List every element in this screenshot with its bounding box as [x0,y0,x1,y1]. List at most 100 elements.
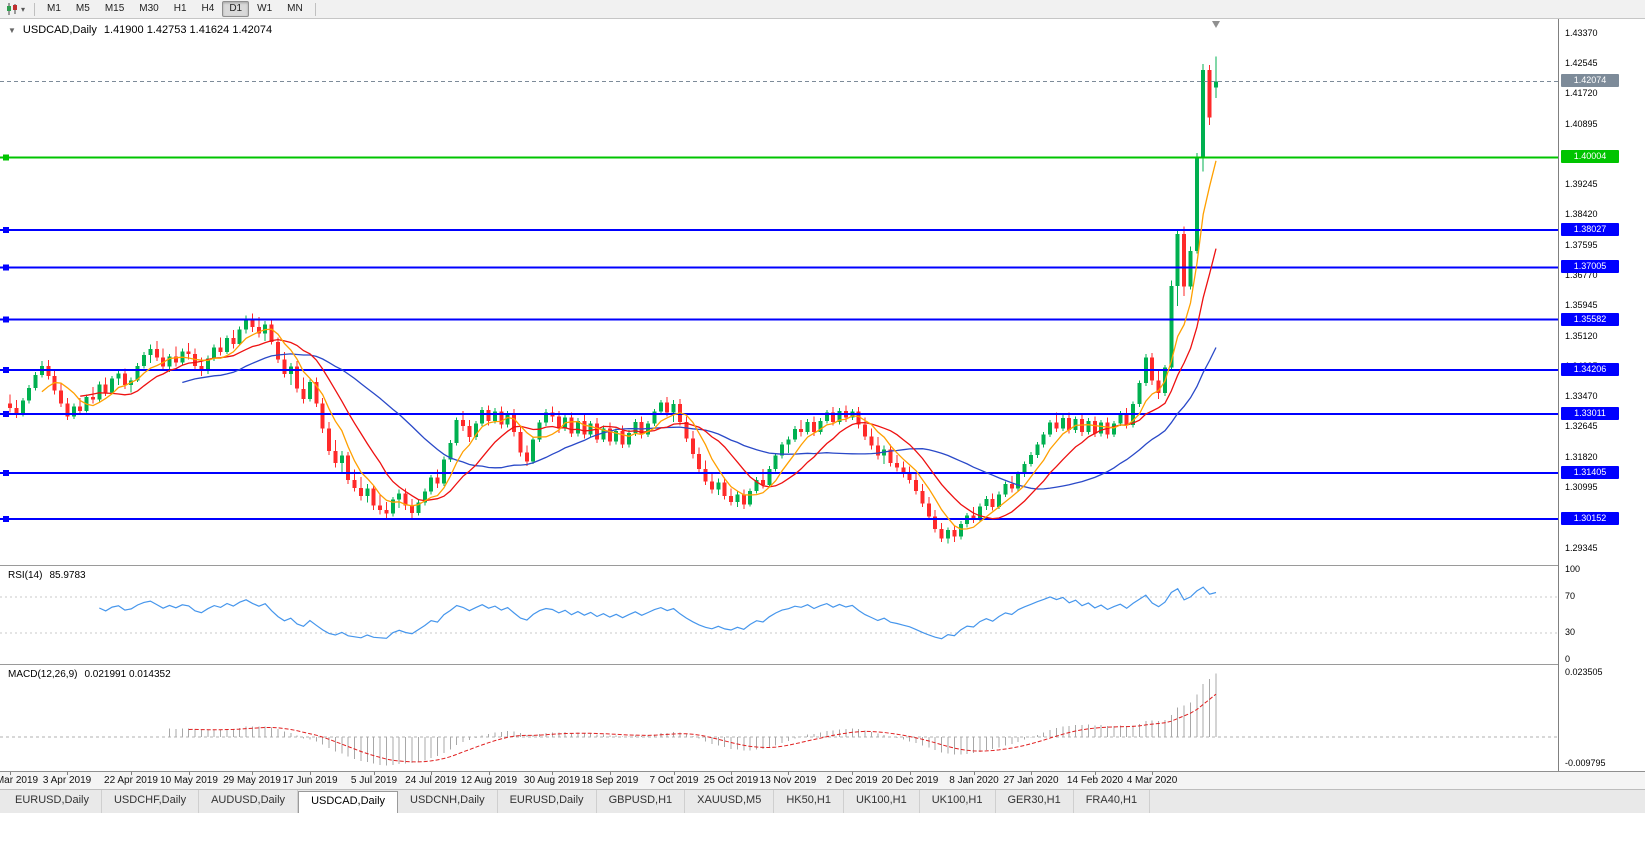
date-label: 7 Oct 2019 [649,775,699,786]
timeframe-button-w1[interactable]: W1 [257,3,273,14]
collapse-icon[interactable]: ▼ [8,25,16,35]
date-label: 12 Aug 2019 [460,775,518,786]
hline-price-badge: 1.33011 [1561,407,1619,420]
chart-tab-uk100-h1[interactable]: UK100,H1 [844,790,920,813]
toolbar-separator [34,2,36,16]
chart-tab-eurusd-daily[interactable]: EURUSD,Daily [498,790,597,813]
time-tick [788,772,789,775]
chart-tab-usdcnh-daily[interactable]: USDCNH,Daily [398,790,498,813]
price-tick: 1.42545 [1565,58,1598,68]
price-tick: 1.37595 [1565,240,1598,250]
rsi-line [0,586,1558,640]
date-label: 5 Jul 2019 [350,775,398,786]
time-tick [1031,772,1032,775]
down-candle-bodies [8,70,1212,539]
chart-type-icon[interactable] [5,3,19,15]
time-tick [489,772,490,775]
status-bar [0,813,1645,848]
chart-title: ▼ USDCAD,Daily 1.41900 1.42753 1.41624 1… [8,24,272,36]
chart-tab-usdcad-daily[interactable]: USDCAD,Daily [298,791,399,813]
macd-name: MACD(12,26,9) [8,669,78,680]
price-tick: 1.35945 [1565,300,1598,310]
price-tick: 1.38420 [1565,209,1598,219]
price-tick: 1.41720 [1565,88,1598,98]
date-label: 17 Jun 2019 [282,775,338,786]
chart-tab-hk50-h1[interactable]: HK50,H1 [774,790,844,813]
timeframe-button-h1[interactable]: H1 [173,3,187,14]
timeframe-button-m1[interactable]: M1 [47,3,61,14]
price-tick: 1.32645 [1565,421,1598,431]
chart-type-dropdown-icon[interactable]: ▾ [21,4,26,14]
rsi-value: 85.9783 [49,570,86,581]
time-tick [131,772,132,775]
time-tick [910,772,911,775]
price-tick: 1.33470 [1565,391,1598,401]
hline-price-badge: 1.31405 [1561,466,1619,479]
timeframe-button-h4[interactable]: H4 [201,3,215,14]
time-tick [10,772,11,775]
macd-tick: 0.023505 [1565,667,1603,677]
chart-tab-eurusd-daily[interactable]: EURUSD,Daily [3,790,102,813]
date-label: 13 Nov 2019 [759,775,817,786]
rsi-canvas[interactable] [0,566,1558,664]
macd-histogram [169,673,1217,766]
price-chart-canvas[interactable] [0,19,1558,565]
price-tick: 1.30995 [1565,482,1598,492]
price-tick: 1.40895 [1565,119,1598,129]
date-label: 29 May 2019 [223,775,281,786]
date-label: 15 Mar 2019 [0,775,39,786]
chart-tab-xauusd-m5[interactable]: XAUUSD,M5 [685,790,775,813]
date-label: 24 Jul 2019 [405,775,457,786]
timeframe-button-m30[interactable]: M30 [139,3,159,14]
date-label: 10 May 2019 [160,775,218,786]
chart-tab-uk100-h1[interactable]: UK100,H1 [920,790,996,813]
rsi-tick: 70 [1565,591,1576,601]
hline-price-badge: 1.38027 [1561,223,1619,236]
date-label: 8 Jan 2020 [949,775,999,786]
chart-title-symbol: USDCAD,Daily [22,24,97,36]
macd-canvas[interactable] [0,665,1558,771]
time-tick [552,772,553,775]
date-label: 30 Aug 2019 [523,775,581,786]
timeframe-button-m15[interactable]: M15 [104,3,125,14]
chart-tab-usdchf-daily[interactable]: USDCHF,Daily [102,790,200,813]
date-label: 22 Apr 2019 [104,775,158,786]
macd-label: MACD(12,26,9) 0.021991 0.014352 [8,669,171,680]
timeframe-toolbar: ▾ M1 M5 M15 M30 H1 H4 D1 W1 MN [0,0,1645,19]
current-price-badge: 1.42074 [1561,74,1619,87]
timeframe-button-mn[interactable]: MN [287,3,303,14]
rsi-tick: 100 [1565,564,1581,574]
chart-tab-fra40-h1[interactable]: FRA40,H1 [1074,790,1151,813]
timeframe-button-m5[interactable]: M5 [75,3,90,14]
shift-marker-icon[interactable] [1212,21,1220,28]
timeframe-buttons: M1 M5 M15 M30 H1 H4 D1 W1 MN [40,1,310,17]
date-label: 3 Apr 2019 [42,775,92,786]
price-axis[interactable]: 1.433701.425451.417201.408951.400701.392… [1558,19,1645,771]
chart-tab-gbpusd-h1[interactable]: GBPUSD,H1 [597,790,686,813]
time-tick [610,772,611,775]
hline-price-badge: 1.30152 [1561,512,1619,525]
chart-window: ▼ USDCAD,Daily 1.41900 1.42753 1.41624 1… [0,19,1645,771]
time-tick [310,772,311,775]
down-candle-wicks [9,64,1211,543]
time-tick [674,772,675,775]
chart-tab-audusd-daily[interactable]: AUDUSD,Daily [199,790,299,813]
price-tick: 1.31820 [1565,452,1598,462]
price-tick: 1.43370 [1565,28,1598,38]
hline-price-badge: 1.34206 [1561,363,1619,376]
hline-price-badge: 1.35582 [1561,313,1619,326]
time-tick [974,772,975,775]
timeframe-button-d1[interactable]: D1 [222,1,250,17]
price-tick: 1.29345 [1565,543,1598,553]
macd-value: 0.021991 0.014352 [84,669,171,680]
time-tick [374,772,375,775]
panel-separator[interactable] [0,565,1645,566]
hline-price-badge: 1.40004 [1561,150,1619,163]
panel-separator[interactable] [0,664,1645,665]
time-tick [731,772,732,775]
time-tick [1095,772,1096,775]
chart-tab-ger30-h1[interactable]: GER30,H1 [996,790,1074,813]
time-tick [1152,772,1153,775]
horizontal-lines[interactable] [0,154,1558,522]
